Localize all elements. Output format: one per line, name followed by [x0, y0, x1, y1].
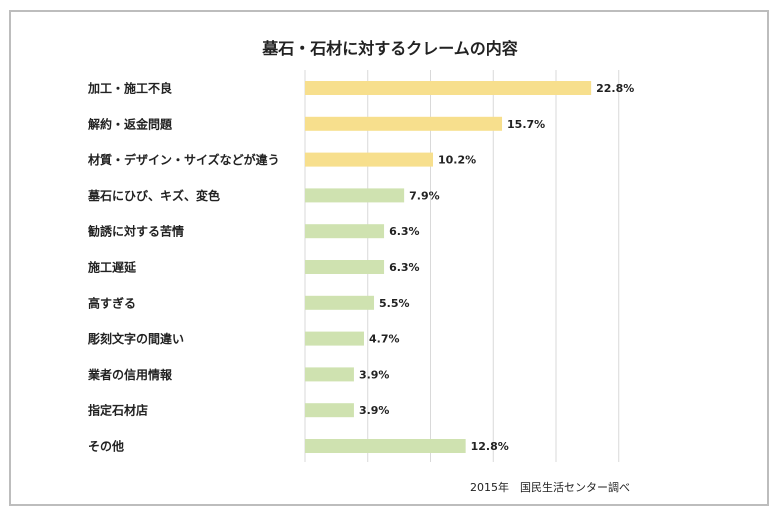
category-label: 勧誘に対する苦情: [88, 224, 184, 239]
value-label: 3.9%: [359, 368, 390, 381]
value-label: 7.9%: [409, 189, 440, 202]
bar: [305, 153, 433, 167]
bar: [305, 296, 374, 310]
value-label: 15.7%: [507, 118, 545, 131]
value-label: 6.3%: [389, 225, 420, 238]
bar: [305, 403, 354, 417]
value-label: 12.8%: [471, 440, 509, 453]
value-label: 10.2%: [438, 154, 476, 167]
source-note: 2015年 国民生活センター調べ: [470, 479, 630, 495]
value-label: 5.5%: [379, 297, 410, 310]
bar: [305, 260, 384, 274]
bar: [305, 332, 364, 346]
category-label: 加工・施工不良: [87, 81, 172, 96]
value-label: 6.3%: [389, 261, 420, 274]
category-label: 高すぎる: [88, 295, 136, 310]
value-label: 4.7%: [369, 333, 400, 346]
category-label: 施工遅延: [88, 260, 137, 275]
value-label: 3.9%: [359, 404, 390, 417]
bar: [305, 117, 502, 131]
bar: [305, 188, 404, 202]
value-labels: 22.8% 15.7% 10.2% 7.9% 6.3% 6.3% 5.5% 4.7% 3.9% 3…: [359, 82, 634, 453]
bar: [305, 439, 466, 453]
category-label: 彫刻文字の間違い: [87, 331, 184, 346]
category-label: 材質・デザイン・サイズなどが違う: [87, 152, 280, 167]
value-label: 22.8%: [596, 82, 634, 95]
category-label: 墓石にひび、キズ、変色: [87, 188, 220, 203]
category-label: 指定石材店: [88, 403, 148, 418]
category-label: 解約・返金問題: [88, 116, 173, 131]
category-labels: 加工・施工不良解約・返金問題材質・デザイン・サイズなどが違う墓石にひび、キズ、変…: [87, 81, 280, 454]
bar: [305, 81, 591, 95]
category-label: その他: [88, 439, 124, 454]
category-label: 業者の信用情報: [87, 367, 173, 382]
bar: [305, 367, 354, 381]
bar: [305, 224, 384, 238]
bars: [305, 81, 591, 453]
